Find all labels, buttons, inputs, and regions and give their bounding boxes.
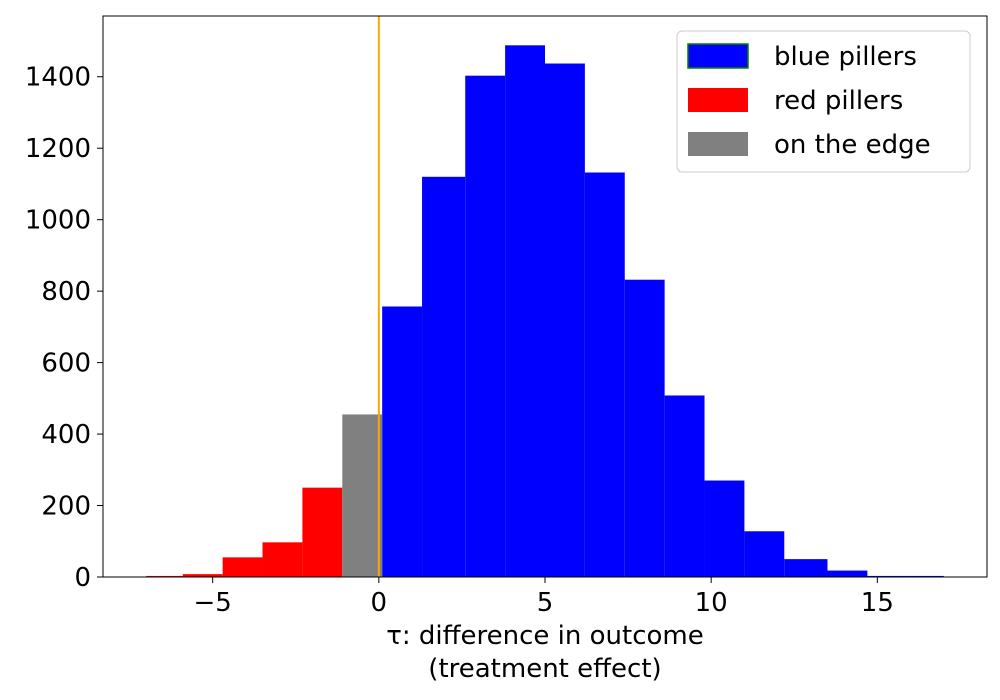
legend-swatch-red-pillers: [688, 88, 748, 112]
x-tick-label: 15: [861, 588, 894, 618]
y-tick-label: 200: [41, 492, 91, 522]
bar-blue-pillers-3: [505, 45, 545, 577]
bar-blue-pillers-12: [867, 575, 908, 577]
bar-blue-pillers-1: [422, 176, 466, 577]
bar-blue-pillers-9: [744, 531, 785, 577]
legend-swatch-blue-pillers: [687, 43, 749, 69]
bar-blue-pillers-4: [545, 63, 585, 577]
bar-blue-pillers-11: [827, 570, 868, 577]
x-axis-label-line2: (treatment effect): [428, 654, 661, 684]
bar-red-pillers-0: [146, 575, 183, 577]
x-tick-label: 10: [695, 588, 728, 618]
bar-blue-pillers-10: [784, 559, 828, 577]
y-tick-label: 1000: [25, 206, 91, 236]
bar-blue-pillers-8: [704, 480, 745, 577]
y-tick-label: 0: [74, 563, 91, 593]
y-tick-label: 400: [41, 420, 91, 450]
bar-blue-pillers-13: [907, 575, 944, 577]
y-tick-label: 800: [41, 277, 91, 307]
legend-label-blue-pillers: blue pillers: [774, 42, 917, 72]
x-axis-label-line1: τ: difference in outcome: [386, 621, 704, 651]
bar-on-the-edge-0: [342, 414, 383, 577]
x-tick-label: −5: [194, 588, 232, 618]
bar-blue-pillers-5: [584, 172, 625, 577]
y-tick-label: 600: [41, 349, 91, 379]
x-axis: −5 0 5 10 15: [194, 577, 894, 618]
y-axis: 0 200 400 600 800 1000 1200 1400: [25, 63, 103, 593]
bar-red-pillers-2: [222, 557, 263, 577]
bar-blue-pillers-2: [465, 75, 506, 577]
bar-red-pillers-1: [182, 574, 223, 577]
y-tick-label: 1200: [25, 134, 91, 164]
x-tick-label: 5: [537, 588, 554, 618]
legend: blue pillers red pillers on the edge: [676, 30, 971, 173]
y-tick-label: 1400: [25, 63, 91, 93]
bar-blue-pillers-7: [664, 395, 705, 577]
legend-box: [676, 30, 971, 173]
legend-label-red-pillers: red pillers: [774, 86, 903, 116]
legend-swatch-on-the-edge: [688, 132, 748, 156]
bar-blue-pillers-6: [624, 279, 665, 577]
bar-red-pillers-3: [262, 542, 303, 577]
bar-blue-pillers-0: [382, 306, 423, 577]
bars-layer: [146, 45, 944, 577]
bar-red-pillers-4: [302, 487, 343, 577]
x-tick-label: 0: [371, 588, 388, 618]
legend-label-on-the-edge: on the edge: [774, 130, 931, 160]
